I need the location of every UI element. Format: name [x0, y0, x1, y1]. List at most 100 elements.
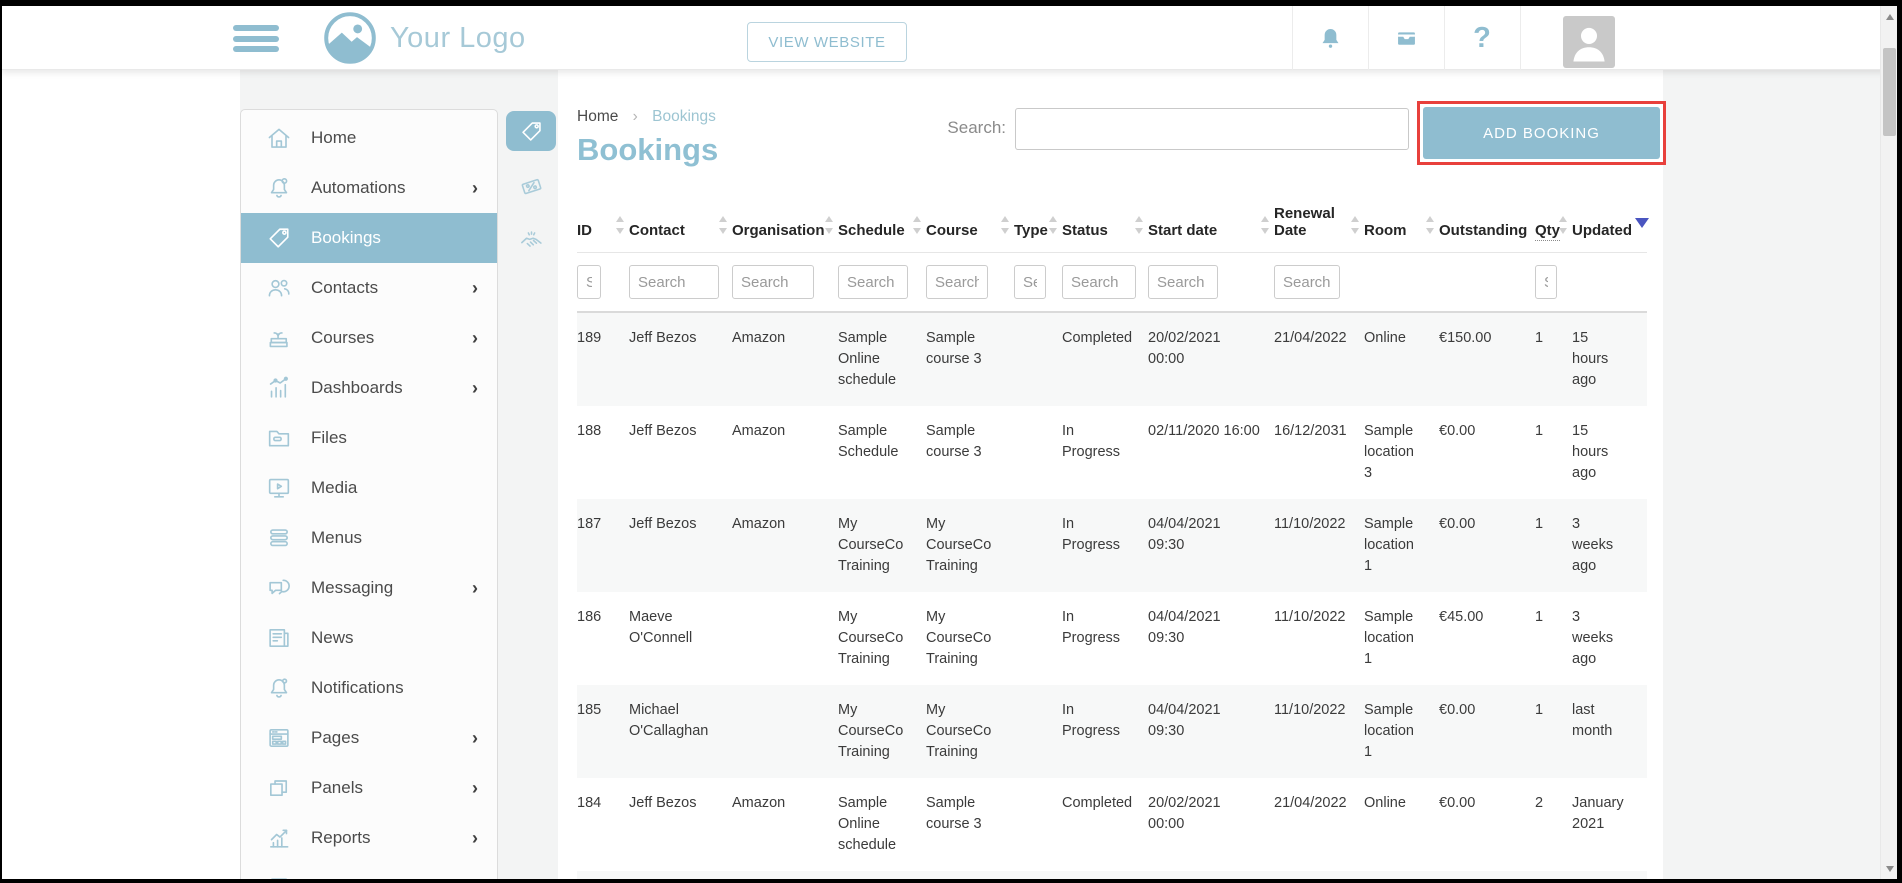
column-header-updated[interactable]: Updated [1572, 201, 1649, 253]
cell-id: 187 [577, 516, 602, 533]
cell-renewal_date: 11/10/2022 [1274, 609, 1346, 626]
column-header-contact[interactable]: Contact [629, 201, 732, 253]
sidebar-item-home[interactable]: Home [241, 113, 497, 163]
cell-room: Sample location 3 [1364, 871, 1439, 879]
filter-input-status[interactable] [1062, 265, 1136, 299]
sort-carets-icon [1351, 216, 1360, 234]
sidebar-item-label: Files [311, 428, 347, 447]
sidebar-item-label: Courses [311, 328, 375, 347]
header-divider [1368, 6, 1369, 70]
column-label: Status [1062, 222, 1108, 239]
left-margin [2, 70, 240, 879]
inbox-tray-icon[interactable] [1376, 6, 1436, 70]
scrollbar-thumb[interactable] [1883, 48, 1896, 136]
booking-row-188[interactable]: 188 Jeff Bezos Amazon Sample Schedule Sample… [577, 406, 1647, 499]
breadcrumb-home-link[interactable]: Home [577, 108, 619, 125]
column-header-course[interactable]: Course [926, 201, 1014, 253]
sidebar-item-label: Automations [311, 178, 406, 197]
help-icon[interactable]: ? [1473, 21, 1491, 54]
column-header-room[interactable]: Room [1364, 201, 1439, 253]
cell-outstanding: €45.00 [1439, 609, 1484, 626]
sidebar-item-label: Surveys [311, 878, 372, 879]
view-website-button[interactable]: VIEW WEBSITE [747, 22, 907, 62]
sidebar-item-surveys[interactable]: Surveys [241, 863, 497, 879]
filter-input-type[interactable] [1014, 265, 1046, 299]
filter-cell-status [1062, 252, 1148, 313]
column-header-schedule[interactable]: Schedule [838, 201, 926, 253]
cell-updated: 15 hours ago [1572, 423, 1609, 482]
column-header-organisation[interactable]: Organisation [732, 201, 838, 253]
column-header-start_date[interactable]: Start date [1148, 201, 1274, 253]
cell-updated: 15 hours ago [1572, 330, 1609, 389]
sidebar-item-menus[interactable]: Menus [241, 513, 497, 563]
filter-input-id[interactable] [577, 265, 601, 299]
filter-input-renewal_date[interactable] [1274, 265, 1340, 299]
column-label: Organisation [732, 222, 825, 239]
cell-status: Completed [1062, 795, 1133, 812]
column-label: Renewal Date [1274, 205, 1335, 239]
filter-input-contact[interactable] [629, 265, 719, 299]
cell-outstanding: €150.00 [1439, 330, 1492, 346]
sidebar-item-bookings[interactable]: Bookings [241, 213, 497, 263]
sidebar-item-reports[interactable]: Reports › [241, 813, 497, 863]
news-icon [265, 624, 293, 652]
add-booking-button[interactable]: ADD BOOKING [1423, 107, 1660, 159]
cell-organisation [732, 685, 838, 778]
breadcrumb: Home › Bookings [577, 108, 716, 126]
scrollbar-down-arrow[interactable] [1881, 860, 1897, 877]
sidebar-item-dashboards[interactable]: Dashboards › [241, 363, 497, 413]
cell-organisation: Amazon [732, 871, 838, 879]
sidebar-item-news[interactable]: News [241, 613, 497, 663]
filter-cell-contact [629, 252, 732, 313]
filter-input-course[interactable] [926, 265, 988, 299]
cell-room: Sample location 1 [1364, 516, 1414, 575]
logo-image-icon[interactable] [322, 10, 378, 66]
rail-discount-tag-icon[interactable] [506, 166, 556, 206]
cell-type [1014, 592, 1062, 685]
sort-carets-icon [1559, 216, 1568, 234]
sidebar-item-notifications[interactable]: Notifications [241, 663, 497, 713]
filter-input-start_date[interactable] [1148, 265, 1218, 299]
sidebar-item-pages[interactable]: Pages › [241, 713, 497, 763]
cell-start_date: 11/01/2021 16:00 [1148, 871, 1274, 879]
sidebar-item-courses[interactable]: Courses › [241, 313, 497, 363]
booking-row-185[interactable]: 185 Michael O'Callaghan My CourseCo Traini… [577, 685, 1647, 779]
search-input[interactable] [1015, 108, 1409, 150]
filter-input-schedule[interactable] [838, 265, 908, 299]
cell-qty: 2 [1535, 795, 1544, 812]
cell-qty: 1 [1535, 516, 1544, 533]
rail-tag-icon[interactable] [506, 111, 556, 151]
booking-row-189[interactable]: 189 Jeff Bezos Amazon Sample Online schedul… [577, 312, 1647, 407]
sidebar-item-automations[interactable]: Automations › [241, 163, 497, 213]
sidebar-item-label: Bookings [311, 228, 381, 247]
notifications-bell-icon[interactable] [1300, 6, 1360, 70]
sort-carets-icon [1261, 216, 1270, 234]
sidebar-item-messaging[interactable]: Messaging › [241, 563, 497, 613]
cell-id: 183 [577, 871, 629, 879]
filter-input-organisation[interactable] [732, 265, 814, 299]
column-label: Qty [1535, 222, 1561, 241]
column-header-renewal_date[interactable]: Renewal Date [1274, 201, 1364, 253]
booking-row-186[interactable]: 186 Maeve O'Connell My CourseCo Training My… [577, 592, 1647, 685]
filter-input-qty[interactable] [1535, 265, 1557, 299]
rail-handshake-icon[interactable] [506, 221, 556, 261]
sidebar-item-panels[interactable]: Panels › [241, 763, 497, 813]
browser-viewport: Your Logo VIEW WEBSITE ? Home Automations… [2, 6, 1897, 879]
column-header-type[interactable]: Type [1014, 201, 1062, 253]
cell-start_date: 04/04/2021 09:30 [1148, 516, 1221, 554]
sidebar-item-files[interactable]: Files [241, 413, 497, 463]
column-header-id[interactable]: ID [577, 201, 629, 253]
scrollbar-up-arrow[interactable] [1881, 8, 1897, 25]
user-avatar[interactable] [1563, 16, 1615, 68]
cell-type [1014, 499, 1062, 592]
sidebar-item-media[interactable]: Media [241, 463, 497, 513]
sidebar-item-contacts[interactable]: Contacts › [241, 263, 497, 313]
booking-row-184[interactable]: 184 Jeff Bezos Amazon Sample Online schedul… [577, 778, 1647, 871]
main-content-panel: Home › Bookings Bookings Search: ADD BOO… [558, 70, 1666, 879]
booking-row-187[interactable]: 187 Jeff Bezos Amazon My CourseCo Training M… [577, 499, 1647, 593]
column-header-qty[interactable]: Qty [1535, 201, 1572, 253]
column-header-status[interactable]: Status [1062, 201, 1148, 253]
sidebar-item-label: Home [311, 128, 357, 147]
hamburger-menu-icon[interactable] [233, 25, 279, 52]
